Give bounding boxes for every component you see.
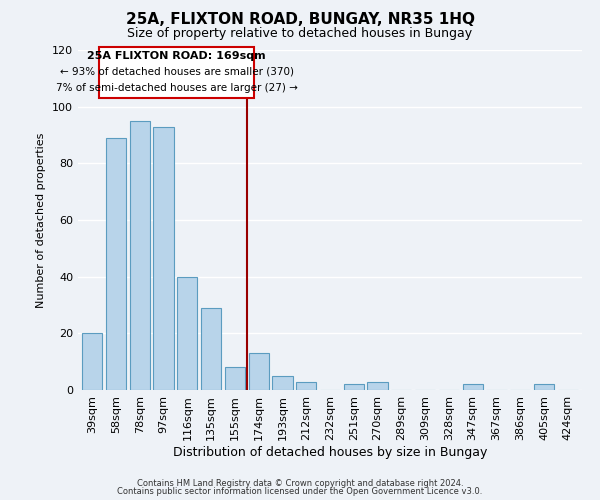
Bar (130, 121, 150, 390)
Bar (272, 376, 293, 390)
Text: Contains HM Land Registry data © Crown copyright and database right 2024.: Contains HM Land Registry data © Crown c… (137, 478, 463, 488)
FancyBboxPatch shape (100, 47, 254, 98)
Bar (463, 384, 483, 390)
Bar (248, 353, 269, 390)
Bar (154, 126, 173, 390)
Bar (296, 382, 316, 390)
Text: Size of property relative to detached houses in Bungay: Size of property relative to detached ho… (127, 28, 473, 40)
Bar (177, 276, 197, 390)
Bar (225, 368, 245, 390)
Bar (534, 384, 554, 390)
Bar (367, 382, 388, 390)
Bar (344, 384, 364, 390)
Text: 25A FLIXTON ROAD: 169sqm: 25A FLIXTON ROAD: 169sqm (88, 52, 266, 62)
Y-axis label: Number of detached properties: Number of detached properties (37, 132, 46, 308)
Text: 7% of semi-detached houses are larger (27) →: 7% of semi-detached houses are larger (2… (56, 82, 298, 92)
Bar (82, 334, 103, 390)
Text: Contains public sector information licensed under the Open Government Licence v3: Contains public sector information licen… (118, 487, 482, 496)
X-axis label: Distribution of detached houses by size in Bungay: Distribution of detached houses by size … (173, 446, 487, 458)
Text: 25A, FLIXTON ROAD, BUNGAY, NR35 1HQ: 25A, FLIXTON ROAD, BUNGAY, NR35 1HQ (125, 12, 475, 28)
Text: ← 93% of detached houses are smaller (370): ← 93% of detached houses are smaller (37… (59, 67, 293, 77)
Bar (201, 308, 221, 390)
Bar (106, 138, 126, 390)
